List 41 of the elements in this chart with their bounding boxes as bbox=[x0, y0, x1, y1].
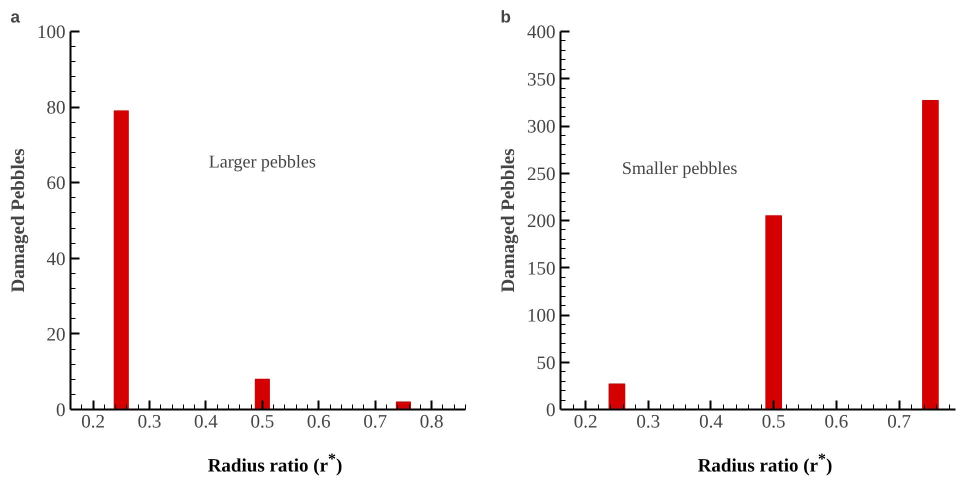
annotation: Larger pebbles bbox=[208, 151, 316, 172]
bar bbox=[765, 215, 782, 410]
bar bbox=[608, 383, 626, 410]
bar bbox=[922, 100, 939, 410]
y-tick-label: 200 bbox=[527, 211, 556, 232]
x-tick-label: 0.3 bbox=[636, 412, 660, 432]
x-tick-label: 0.6 bbox=[824, 412, 848, 432]
x-tick-label: 0.8 bbox=[420, 412, 444, 432]
x-tick-label: 0.2 bbox=[574, 412, 598, 432]
x-axis-title: Radius ratio (r$^{*}$) bbox=[698, 450, 832, 478]
y-tick-label: 80 bbox=[46, 98, 66, 119]
y-axis-title: Damaged Pebbles bbox=[8, 148, 29, 293]
x-tick-label: 0.6 bbox=[306, 412, 331, 432]
y-axis-title: Damaged Pebbles bbox=[498, 148, 519, 293]
x-tick-label: 0.5 bbox=[250, 412, 274, 432]
x-axis-title: Radius ratio (r$^{*}$) bbox=[208, 450, 342, 478]
chart-title: b bbox=[500, 8, 511, 26]
y-tick-label: 350 bbox=[527, 69, 556, 90]
chart-title: a bbox=[10, 8, 20, 26]
x-tick-label: 0.7 bbox=[887, 412, 911, 432]
annotation: Smaller pebbles bbox=[622, 158, 738, 178]
x-tick-label: 0.3 bbox=[138, 412, 162, 432]
bar bbox=[114, 110, 129, 410]
y-tick-label: 60 bbox=[46, 173, 66, 194]
x-tick-label: 0.4 bbox=[194, 412, 218, 432]
y-tick-label: 100 bbox=[37, 22, 66, 43]
x-tick-label: 0.4 bbox=[699, 412, 724, 432]
y-tick-label: 0 bbox=[56, 400, 66, 421]
x-tick-label: 0.5 bbox=[762, 412, 786, 432]
y-tick-label: 400 bbox=[527, 22, 556, 43]
y-tick-label: 100 bbox=[527, 306, 556, 326]
y-tick-label: 20 bbox=[46, 324, 66, 346]
x-tick-label: 0.2 bbox=[81, 412, 105, 432]
x-tick-label: 0.7 bbox=[363, 412, 388, 432]
y-tick-label: 0 bbox=[546, 400, 556, 421]
bar bbox=[254, 378, 270, 410]
y-tick-label: 300 bbox=[527, 116, 556, 138]
y-tick-label: 40 bbox=[46, 248, 66, 270]
y-tick-label: 150 bbox=[527, 258, 556, 280]
y-tick-label: 50 bbox=[536, 352, 556, 374]
y-tick-label: 250 bbox=[527, 164, 556, 185]
